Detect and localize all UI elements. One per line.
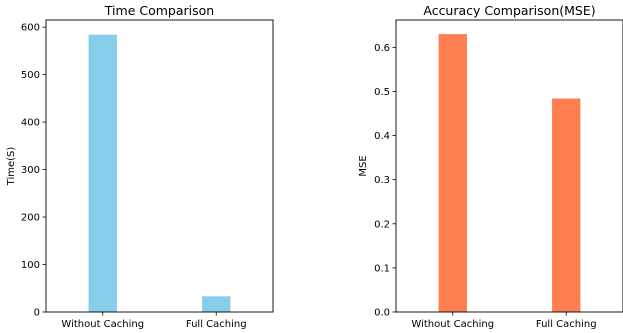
x-tick-label: Without Caching xyxy=(61,319,144,330)
plot-frame xyxy=(45,19,274,313)
y-ticks: 0.0 0.1 0.2 0.3 0.4 0.5 0.6 xyxy=(374,43,396,319)
x-tick-label: Without Caching xyxy=(411,319,494,330)
bar-full-caching xyxy=(202,296,231,312)
x-ticks: Without Caching Full Caching xyxy=(411,312,597,330)
y-tick-label: 500 xyxy=(21,70,40,81)
bars xyxy=(88,34,231,313)
bar-without-caching xyxy=(438,34,467,312)
y-tick-label: 0.5 xyxy=(374,87,390,98)
chart-title: Accuracy Comparison(MSE) xyxy=(423,3,595,18)
y-tick-label: 0.1 xyxy=(374,263,390,274)
y-tick-label: 0.2 xyxy=(374,219,390,230)
bars xyxy=(438,34,581,312)
y-tick-label: 100 xyxy=(21,260,40,271)
plot-frame xyxy=(395,19,623,313)
y-axis-label: MSE xyxy=(358,155,369,176)
y-tick-label: 400 xyxy=(21,118,40,129)
y-tick-label: 200 xyxy=(21,213,40,224)
x-tick-label: Full Caching xyxy=(186,319,247,330)
accuracy-comparison-chart: Accuracy Comparison(MSE) MSE 0.00.10.20.… xyxy=(358,3,623,330)
y-tick-label: 0.4 xyxy=(374,131,390,142)
y-tick-label: 0.0 xyxy=(374,308,390,319)
bar-full-caching xyxy=(552,98,581,312)
chart-title: Time Comparison xyxy=(104,3,214,18)
y-ticks: 0 100 200 300 400 500 600 xyxy=(21,23,46,319)
bar-without-caching xyxy=(88,34,117,313)
y-tick-label: 0 xyxy=(34,308,40,319)
y-axis-label: Time(S) xyxy=(6,147,17,187)
y-tick-label: 0.3 xyxy=(374,175,390,186)
y-tick-label: 300 xyxy=(21,165,40,176)
y-tick-label: 0.6 xyxy=(374,43,390,54)
time-comparison-chart: Time Comparison Time(S) 0 100 200 300 400 500… xyxy=(6,3,274,330)
x-tick-label: Full Caching xyxy=(536,319,597,330)
y-tick-label: 600 xyxy=(21,23,40,34)
x-ticks: Without Caching Full Caching xyxy=(61,312,247,330)
